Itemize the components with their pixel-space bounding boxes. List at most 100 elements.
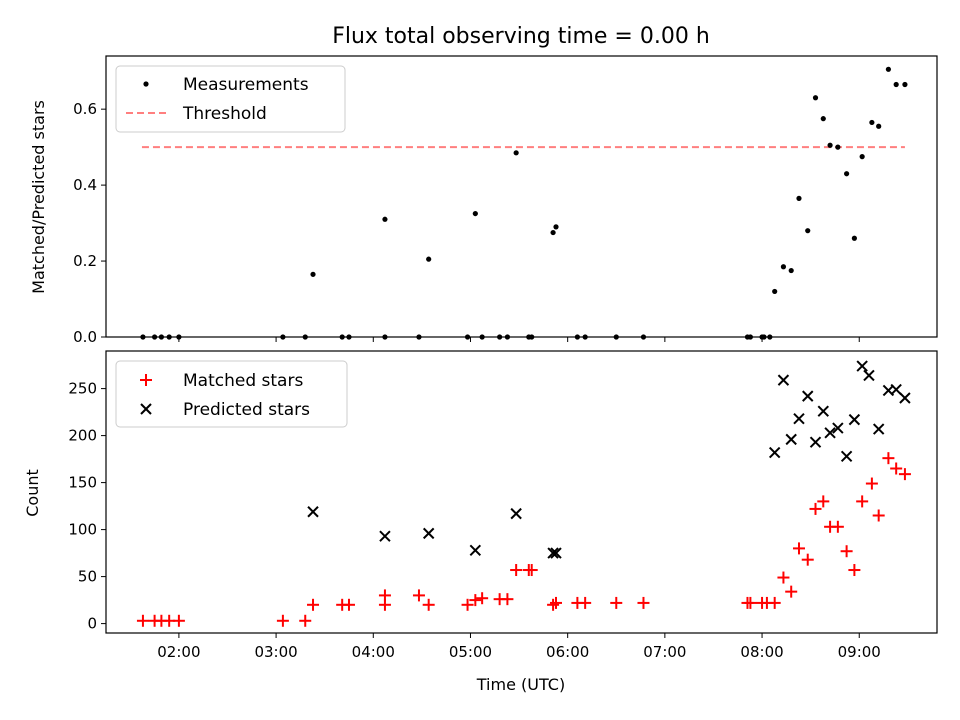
predicted-star-point [469,544,482,556]
legend-matched-label: Matched stars [183,371,303,391]
measurement-point [176,334,182,340]
y-tick-label: 250 [68,380,97,398]
measurement-point [893,81,899,88]
top-y-axis-label: Matched/Predicted stars [29,100,48,294]
x-tick-label: 07:00 [643,643,686,661]
matched-star-point [342,598,355,611]
predicted-star-point [768,446,781,459]
matched-star-point [801,553,814,566]
matched-star-point [777,571,790,584]
bottom-axes: Count Time (UTC) 0 50 100 150 200 250 02:00 03… [23,350,938,694]
measurement-point [513,150,519,156]
matched-star-point [476,592,489,605]
measurement-point [158,334,164,340]
predicted-star-point [899,392,911,404]
bottom-legend-frame [115,360,348,428]
matched-star-point [525,564,538,577]
measurement-point [472,210,478,217]
predicted-star-point [824,427,836,439]
measurement-point [550,229,556,236]
measurement-point [464,334,471,340]
predicted-star-point [840,450,853,462]
measurement-point [382,216,388,222]
matched-star-point [307,598,320,611]
matched-star-point [856,495,869,508]
measurement-point [747,334,753,340]
matched-star-point [412,589,425,602]
matched-stars-points [136,452,911,627]
x-tick-label: 09:00 [838,643,881,661]
matched-star-point [848,564,861,577]
predicted-star-point [777,374,790,386]
top-legend-frame [115,65,346,133]
matched-star-point [831,520,844,533]
measurement-point [859,154,865,160]
predicted-star-point [832,422,844,434]
y-tick-label: 0.6 [73,100,97,118]
matched-star-point [840,545,853,558]
measurement-point [812,95,819,101]
matched-star-point [422,598,435,611]
predicted-star-point [307,506,319,518]
measurement-point [310,271,316,277]
matched-star-point [637,596,650,609]
y-tick-label: 150 [68,474,97,492]
matched-star-point [785,585,798,598]
measurement-point [885,66,892,72]
measurement-point [497,334,503,340]
measurement-point [382,334,388,340]
matched-star-point [461,598,474,611]
predicted-star-point [550,547,562,559]
measurement-point [772,288,778,295]
matched-star-point [817,495,830,508]
measurements-points [140,66,908,340]
legend-measurements-label: Measurements [183,75,309,95]
measurement-point [613,334,619,340]
x-axis-label: Time (UTC) [476,675,565,694]
matched-star-point [768,596,781,609]
chart-title: Flux total observing time = 0.00 h [332,24,710,49]
matched-star-point [898,468,911,481]
measurement-point [151,334,158,340]
matched-star-point [882,452,895,465]
measurement-point [529,334,535,340]
predicted-star-point [809,436,822,448]
top-axes: Matched/Predicted stars 0.0 0.2 0.4 0.6 Mea… [29,55,938,346]
measurement-point [574,334,580,340]
y-tick-label: 0.4 [73,176,97,194]
bottom-plot-frame [105,350,938,634]
predicted-star-point [802,390,814,402]
predicted-star-point [863,369,875,382]
predicted-star-point [856,360,868,372]
x-tick-label: 03:00 [254,643,297,661]
matched-star-point [792,542,805,555]
matched-star-point [610,596,623,609]
measurement-point [788,267,794,274]
measurement-point [479,334,485,340]
matched-star-point [501,593,514,606]
matched-star-point [809,502,822,515]
predicted-star-point [785,433,797,446]
legend-matched-marker [140,374,152,386]
measurement-point [835,144,841,150]
predicted-star-point [547,547,559,559]
matched-star-point [172,614,185,627]
legend-measurements-marker [143,81,149,87]
bottom-legend: Matched stars Predicted stars [115,360,348,428]
x-tick-label: 08:00 [740,643,783,661]
bottom-y-ticks: 0 50 100 150 200 250 [68,380,106,633]
top-plot-frame [105,55,938,338]
legend-predicted-marker [140,403,152,415]
x-tick-label: 02:00 [157,643,200,661]
y-tick-label: 50 [78,568,97,586]
measurement-point [796,195,802,201]
bottom-y-axis-label: Count [23,469,42,517]
predicted-star-point [872,423,885,435]
matched-star-point [510,564,523,577]
x-tick-label: 06:00 [546,643,589,661]
measurement-point [876,123,882,129]
measurement-point [166,334,172,340]
x-tick-label: 04:00 [352,643,395,661]
matched-star-point [378,589,391,602]
